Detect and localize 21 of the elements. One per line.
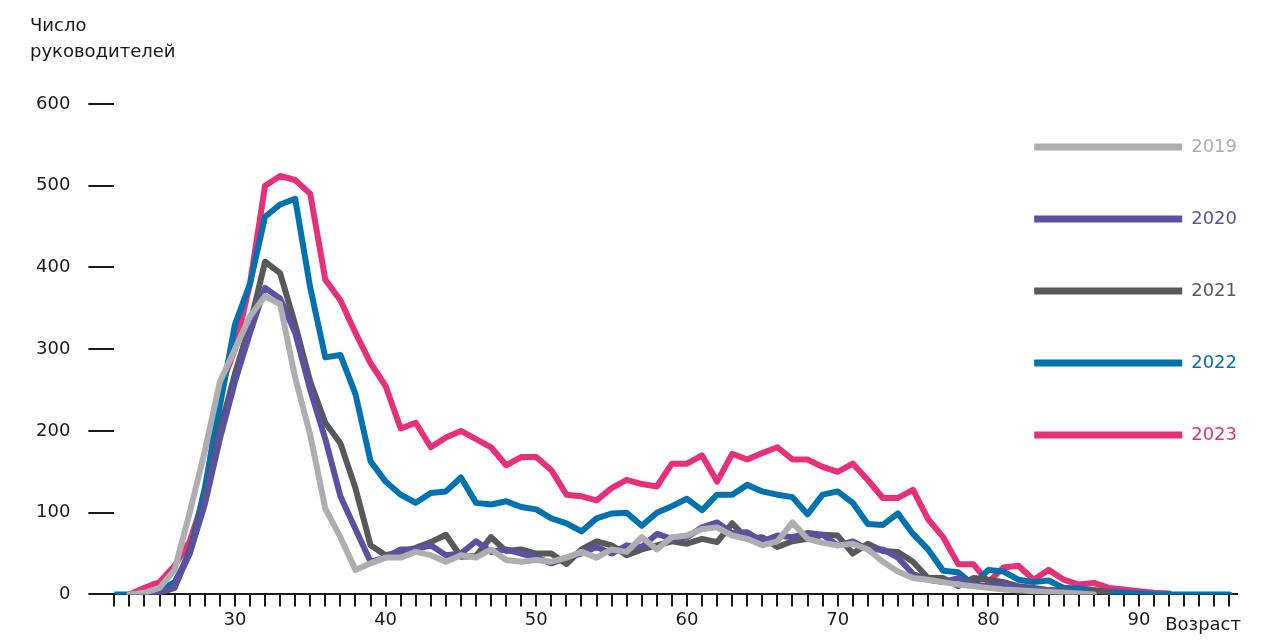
y-tick-label: 500 xyxy=(36,173,71,195)
x-tick-label: 90 xyxy=(1127,607,1151,629)
text: 2019 xyxy=(1191,134,1237,156)
x-axis-title: Возраст xyxy=(1165,613,1241,635)
x-tick-label: 60 xyxy=(675,607,699,629)
x-tick-label: 40 xyxy=(374,607,398,629)
y-tick-label: 0 xyxy=(58,582,71,604)
y-tick-label: 100 xyxy=(36,500,71,522)
x-tick-label: 70 xyxy=(826,607,850,629)
y-tick-label: 400 xyxy=(36,255,71,277)
y-tick-label: 200 xyxy=(36,418,71,440)
x-tick-label: 80 xyxy=(976,607,1000,629)
y-axis-title: Число руководителей xyxy=(30,13,177,63)
y-tick-label: 600 xyxy=(36,91,71,113)
text: 2020 xyxy=(1191,206,1237,228)
y-tick-label: 300 xyxy=(36,336,71,358)
x-tick-label: 50 xyxy=(524,607,548,629)
text: 2021 xyxy=(1191,278,1237,300)
text: 2023 xyxy=(1191,422,1237,444)
text: 2022 xyxy=(1191,350,1237,372)
x-tick-label: 30 xyxy=(223,607,247,629)
